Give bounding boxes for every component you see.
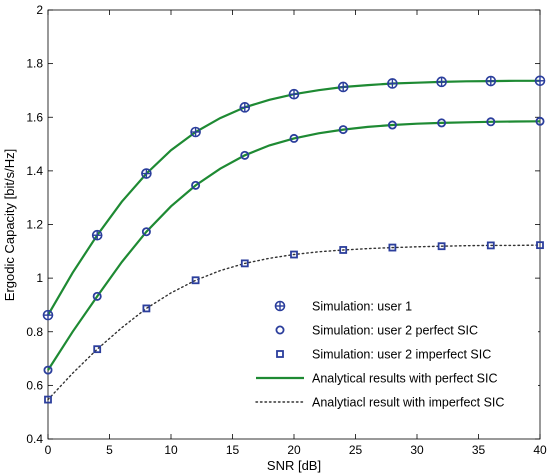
data-point-s3 — [44, 395, 52, 404]
data-point-s3 — [290, 250, 298, 259]
y-tick-label: 0.8 — [26, 325, 43, 339]
marker-square — [437, 242, 446, 251]
y-tick-label: 1.4 — [26, 164, 43, 178]
marker-square — [276, 350, 284, 358]
data-point-s2 — [338, 125, 348, 135]
marker-circle — [437, 118, 447, 128]
legend-label: Analytiacl result with imperfect SIC — [312, 396, 504, 410]
data-point-s3 — [339, 246, 348, 254]
data-point-s1 — [534, 75, 546, 87]
marker-circle — [92, 291, 102, 301]
data-point-s1 — [42, 309, 54, 321]
legend-item: Simulation: user 2 perfect SIC — [275, 324, 478, 338]
marker-square — [93, 345, 102, 354]
analytic-imperfect-line — [47, 244, 541, 401]
legend-item: Simulation: user 1 — [274, 300, 412, 314]
y-tick-label: 1.8 — [26, 57, 43, 71]
marker-circle — [338, 125, 348, 135]
legend-item: Simulation: user 2 imperfect SIC — [276, 348, 491, 362]
analytic-perfect-line-2 — [47, 120, 541, 371]
data-point-s3 — [388, 243, 397, 252]
data-point-s3 — [536, 241, 544, 250]
x-tick-label: 20 — [287, 443, 301, 457]
data-point-s1 — [91, 229, 103, 241]
marker-circle — [535, 116, 545, 126]
marker-square — [142, 304, 151, 313]
x-tick-label: 5 — [106, 443, 113, 457]
data-point-s1 — [141, 168, 152, 179]
data-point-s1 — [436, 76, 447, 88]
data-point-s3 — [240, 259, 249, 268]
legend-label: Simulation: user 1 — [312, 300, 412, 314]
marker-circle — [191, 180, 201, 190]
data-point-s1 — [288, 88, 300, 100]
x-tick-label: 35 — [472, 443, 486, 457]
data-point-s2 — [43, 365, 53, 375]
x-tick-label: 30 — [410, 443, 424, 457]
data-point-s1 — [337, 81, 349, 93]
legend: Simulation: user 1 Simulation: user 2 per… — [250, 293, 538, 417]
data-point-s1 — [190, 126, 201, 138]
data-point-s3 — [191, 276, 200, 285]
legend-item: Analytical results with perfect SIC — [256, 372, 498, 386]
data-point-s2 — [92, 291, 102, 301]
y-tick-label: 1.2 — [26, 218, 43, 232]
marker-circle — [275, 325, 285, 335]
marker-square — [290, 250, 298, 259]
legend-box — [250, 293, 538, 417]
y-tick-label: 0.4 — [26, 432, 43, 446]
y-tick-label: 1 — [36, 271, 43, 285]
data-point-s1 — [387, 78, 398, 89]
data-point-s1 — [239, 102, 251, 113]
marker-circle — [240, 150, 250, 160]
marker-circle — [43, 365, 53, 375]
marker-circle — [486, 117, 496, 127]
data-point-s3 — [142, 304, 151, 313]
marker-circle — [387, 120, 397, 130]
data-point-s3 — [437, 242, 446, 251]
data-point-s2 — [289, 133, 299, 143]
legend-marker — [276, 350, 284, 358]
marker-square — [191, 276, 200, 285]
x-tick-label: 10 — [164, 443, 178, 457]
data-point-s2 — [437, 118, 447, 128]
x-tick-label: 40 — [533, 443, 547, 457]
x-tick-label: 25 — [349, 443, 363, 457]
data-point-s3 — [93, 345, 102, 354]
data-point-s2 — [191, 180, 201, 190]
legend-label: Simulation: user 2 perfect SIC — [312, 324, 478, 338]
legend-marker — [275, 325, 285, 335]
axis-ticks: 0 5 10 15 20 25 30 35 40 0.4 0.6 0.8 1 1.2 1.4 1.6 1.8 2 — [26, 3, 547, 457]
data-point-s3 — [486, 241, 495, 250]
y-tick-label: 0.6 — [26, 378, 43, 392]
legend-label: Simulation: user 2 imperfect SIC — [312, 348, 491, 362]
marker-square — [536, 241, 544, 250]
marker-square — [486, 241, 495, 250]
legend-marker — [274, 300, 286, 312]
marker-circle — [141, 227, 151, 237]
legend-label: Analytical results with perfect SIC — [312, 372, 498, 386]
marker-circle — [289, 133, 299, 143]
y-tick-label: 2 — [36, 3, 43, 17]
data-point-s2 — [141, 227, 151, 237]
series-layer — [42, 75, 546, 404]
marker-square — [240, 259, 249, 268]
x-tick-label: 0 — [45, 443, 52, 457]
marker-square — [339, 246, 348, 254]
data-point-s2 — [387, 120, 397, 130]
marker-square — [44, 395, 52, 404]
data-point-s1 — [485, 75, 497, 87]
legend-item: Analytiacl result with imperfect SIC — [255, 396, 504, 410]
data-point-s2 — [486, 117, 496, 127]
y-tick-label: 1.6 — [26, 110, 43, 124]
data-point-s2 — [240, 150, 250, 160]
data-point-s2 — [535, 116, 545, 126]
marker-square — [388, 243, 397, 252]
x-axis-label: SNR [dB] — [267, 458, 321, 473]
x-tick-label: 15 — [226, 443, 240, 457]
y-axis-label: Ergodic Capacity [bit/s/Hz] — [2, 149, 17, 301]
